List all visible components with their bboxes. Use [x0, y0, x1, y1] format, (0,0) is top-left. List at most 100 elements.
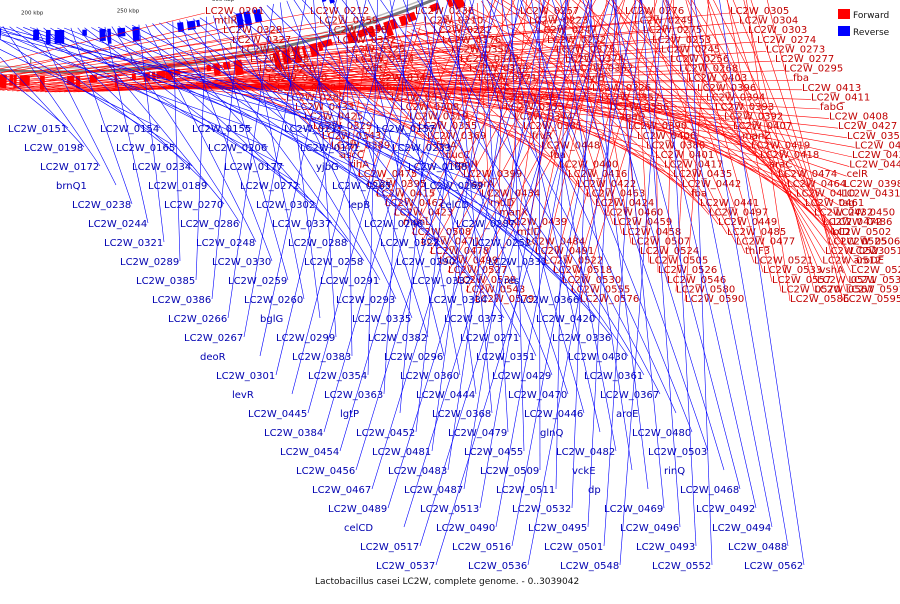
reverse-gene-label: LC2W_0334	[428, 295, 487, 306]
reverse-gene-label: glnQ	[540, 428, 563, 439]
reverse-gene-label: LC2W_0552	[652, 561, 711, 572]
reverse-gene-label: LC2W_0385	[136, 276, 195, 287]
reverse-gene-label: LC2W_0501	[544, 542, 603, 553]
reverse-gene-label: LC2W_0259	[228, 276, 287, 287]
reverse-gene-label: LC2W_0386	[152, 295, 211, 306]
reverse-gene-label: LC2W_0470	[508, 390, 567, 401]
reverse-gene-label: res	[504, 276, 519, 287]
reverse-gene-label: LC2W_0503	[648, 447, 707, 458]
reverse-gene-label: LC2W_0548	[560, 561, 619, 572]
reverse-gene-label: LC2W_0293	[336, 295, 395, 306]
reverse-gene-label: LC2W_0537	[376, 561, 435, 572]
reverse-gene-label: LC2W_0481	[372, 447, 431, 458]
reverse-gene-label: LC2W_0289	[120, 257, 179, 268]
reverse-gene-label: LC2W_0536	[468, 561, 527, 572]
reverse-gene-label: LC2W_0467	[312, 485, 371, 496]
reverse-gene-label: LC2W_0363	[324, 390, 383, 401]
reverse-gene-label: LC2W_0238	[72, 200, 131, 211]
forward-swatch	[838, 9, 850, 19]
forward-gene-label: LC2W_0590	[685, 294, 744, 305]
reverse-gene-label: LC2W_0198	[24, 143, 83, 154]
reverse-gene-label: LC2W_0234	[132, 162, 191, 173]
reverse-gene-label: LC2W_0517	[360, 542, 419, 553]
reverse-gene-label: LC2W_0446	[524, 409, 583, 420]
reverse-gene-label: LC2W_0532	[512, 504, 571, 515]
reverse-gene-label: LC2W_0270	[164, 200, 223, 211]
reverse-gene-label: LC2W_0469	[604, 504, 663, 515]
reverse-gene-label: LC2W_0172	[40, 162, 99, 173]
reverse-gene-label: LC2W_0337	[272, 219, 331, 230]
legend-forward: Forward	[838, 9, 889, 21]
reverse-gene-label: LC2W_0301	[216, 371, 275, 382]
reverse-gene-label: LC2W_0244	[88, 219, 147, 230]
reverse-gene-label: LC2W_0454	[280, 447, 339, 458]
reverse-gene-label: LC2W_0266	[168, 314, 227, 325]
reverse-gene-label: LC2W_0494	[712, 523, 771, 534]
scale-tick-label: 250 kbp	[117, 9, 140, 15]
reverse-leader-line	[78, 28, 224, 204]
reverse-gene-label: LC2W_0165	[116, 143, 175, 154]
reverse-gene-label: LC2W_0260	[244, 295, 303, 306]
reverse-gene-label: LC2W_0248	[196, 238, 255, 249]
reverse-gene-label: LC2W_0321	[104, 238, 163, 249]
reverse-gene-label: brnQ1	[56, 181, 87, 192]
reverse-gene-label: LC2W_0384	[264, 428, 323, 439]
reverse-gene-label: LC2W_0367	[600, 390, 659, 401]
reverse-gene-label: LC2W_0322	[380, 238, 439, 249]
reverse-gene-label: LC2W_0335	[352, 314, 411, 325]
reverse-gene-label: LC2W_0509	[480, 466, 539, 477]
reverse-gene-label: LC2W_0513	[420, 504, 479, 515]
reverse-gene-label: LC2W_0336	[552, 333, 611, 344]
reverse-gene-label: levR	[232, 390, 254, 401]
scale-tick-label: 300 kbp	[212, 0, 235, 3]
reverse-gene-label: LC2W_0373	[444, 314, 503, 325]
reverse-gene-label: LC2W_0562	[744, 561, 803, 572]
reverse-gene-label: LC2W_0483	[388, 466, 447, 477]
reverse-gene-label: LC2W_0490	[436, 523, 495, 534]
legend-reverse: Reverse	[838, 26, 889, 38]
legend-forward-label: Forward	[853, 11, 889, 21]
reverse-gene-label: LC2W_0330	[212, 257, 271, 268]
reverse-gene-label: lepB	[348, 200, 370, 211]
reverse-gene-label: LC2W_0455	[464, 447, 523, 458]
reverse-leader-line	[173, 21, 180, 261]
reverse-gene-label: LC2W_0288	[288, 238, 347, 249]
reverse-gene-label: LC2W_0489	[328, 504, 387, 515]
reverse-gene	[320, 0, 326, 2]
reverse-gene-label: LC2W_0452	[356, 428, 415, 439]
reverse-gene-label: LC2W_0267	[184, 333, 243, 344]
reverse-gene-label: LC2W_0445	[248, 409, 307, 420]
reverse-gene-label: LC2W_0511	[496, 485, 555, 496]
reverse-gene-label: LC2W_0151	[8, 124, 67, 135]
reverse-gene-label: LC2W_0272	[240, 181, 299, 192]
scale-tick-label: 200 kbp	[21, 11, 44, 17]
reverse-gene-label: LC2W_0492	[696, 504, 755, 515]
reverse-gene-label: LC2W_0493	[636, 542, 695, 553]
reverse-gene-label: LC2W_0360	[400, 371, 459, 382]
reverse-gene-label: LC2W_0456	[296, 466, 355, 477]
reverse-gene-label: LC2W_0487	[404, 485, 463, 496]
reverse-gene-label: LC2W_0496	[620, 523, 679, 534]
reverse-gene-label: deoR	[200, 352, 226, 363]
reverse-gene-label: celCD	[344, 523, 373, 534]
reverse-gene-label: LC2W_0331	[488, 257, 547, 268]
reverse-swatch	[838, 26, 850, 36]
reverse-gene-label: rinQ	[664, 466, 685, 477]
forward-gene-label: LC2W_0595	[843, 294, 900, 305]
forward-gene-label: LC2W_0586	[790, 294, 849, 305]
reverse-leader-line	[71, 28, 132, 204]
reverse-gene-label: LC2W_0488	[728, 542, 787, 553]
reverse-gene-label: LC2W_0482	[556, 447, 615, 458]
reverse-gene-label: bglG	[260, 314, 283, 325]
reverse-gene-label: LC2W_0383	[292, 352, 351, 363]
reverse-gene-label: aroE	[616, 409, 638, 420]
reverse-gene-label: LC2W_0366	[520, 295, 579, 306]
reverse-gene-label: LC2W_0420	[536, 314, 595, 325]
reverse-gene-label: vckE	[572, 466, 596, 477]
reverse-gene-label: LC2W_0495	[528, 523, 587, 534]
reverse-gene-label: LC2W_0286	[180, 219, 239, 230]
reverse-gene-label: LC2W_0516	[452, 542, 511, 553]
legend-reverse-label: Reverse	[853, 28, 889, 38]
